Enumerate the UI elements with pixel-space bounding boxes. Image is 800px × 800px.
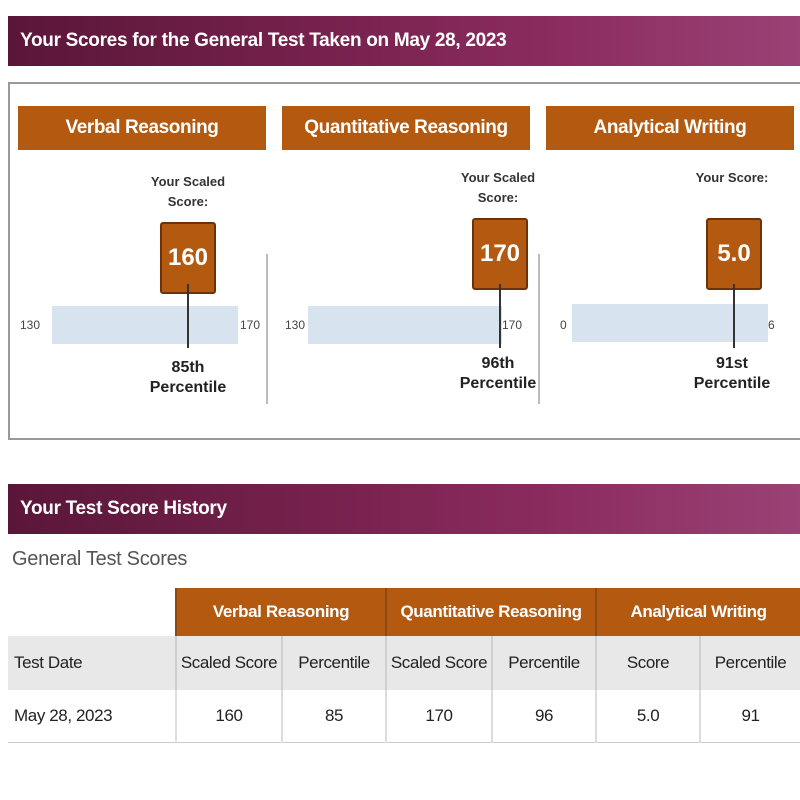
verbal-max: 170 xyxy=(240,318,261,332)
quant-title: Quantitative Reasoning xyxy=(304,117,508,138)
verbal-percentile-rank: 85th xyxy=(171,359,205,376)
cell-verbal-score: 160 xyxy=(175,690,282,743)
verbal-score-box: 160 xyxy=(160,222,216,294)
verbal-percentile: 85th Percentile xyxy=(138,358,238,398)
scores-banner: Your Scores for the General Test Taken o… xyxy=(8,16,800,66)
divider xyxy=(538,254,540,404)
column-header-writing-percentile: Percentile xyxy=(699,636,800,690)
cell-quant-percentile: 96 xyxy=(491,690,597,743)
cell-test-date: May 28, 2023 xyxy=(8,690,176,743)
quant-section: Quantitative Reasoning xyxy=(282,106,530,150)
column-header-test-date: Test Date xyxy=(8,636,176,690)
quant-score-box: 170 xyxy=(472,218,528,290)
table-row: May 28, 2023 160 85 170 96 5.0 91 xyxy=(8,690,800,743)
group-header-writing: Analytical Writing xyxy=(595,588,800,636)
writing-title: Analytical Writing xyxy=(593,117,747,138)
table-header-row: Test Date Scaled Score Percentile Scaled… xyxy=(8,636,800,690)
table-group-header-row: Verbal Reasoning Quantitative Reasoning … xyxy=(8,588,800,636)
verbal-range-bar xyxy=(52,306,238,344)
verbal-marker xyxy=(187,284,189,348)
quant-percentile-word: Percentile xyxy=(459,375,537,392)
quant-marker xyxy=(499,284,501,348)
quant-percentile: 96th Percentile xyxy=(448,354,548,394)
verbal-title: Verbal Reasoning xyxy=(65,117,219,138)
cell-writing-score: 5.0 xyxy=(595,690,701,743)
scores-banner-title: Your Scores for the General Test Taken o… xyxy=(20,30,507,51)
writing-header: Analytical Writing xyxy=(546,106,794,150)
group-header-verbal: Verbal Reasoning xyxy=(174,588,387,636)
writing-score-box: 5.0 xyxy=(706,218,762,290)
verbal-percentile-word: Percentile xyxy=(149,379,227,396)
verbal-score-label: Your Scaled Score: xyxy=(150,174,226,209)
writing-max: 6 xyxy=(768,318,775,332)
writing-score: 5.0 xyxy=(717,240,751,267)
writing-percentile-word: Percentile xyxy=(693,375,771,392)
writing-range-bar xyxy=(572,304,768,342)
history-banner-title: Your Test Score History xyxy=(20,498,227,519)
column-header-quant-score: Scaled Score xyxy=(385,636,493,690)
column-header-verbal-percentile: Percentile xyxy=(280,636,387,690)
verbal-header: Verbal Reasoning xyxy=(18,106,266,150)
column-header-verbal-score: Scaled Score xyxy=(175,636,282,690)
quant-score: 170 xyxy=(479,240,521,267)
column-header-writing-score: Score xyxy=(595,636,701,690)
writing-score-label: Your Score: xyxy=(695,170,769,185)
divider xyxy=(266,254,268,404)
quant-max: 170 xyxy=(502,318,523,332)
quant-range-bar xyxy=(308,306,502,344)
cell-verbal-percentile: 85 xyxy=(280,690,387,743)
history-banner: Your Test Score History xyxy=(8,484,800,534)
verbal-score: 160 xyxy=(167,244,209,271)
writing-min: 0 xyxy=(560,318,567,332)
score-history-table: Verbal Reasoning Quantitative Reasoning … xyxy=(8,588,800,743)
history-subtitle: General Test Scores xyxy=(12,548,188,570)
group-header-quant: Quantitative Reasoning xyxy=(385,588,597,636)
verbal-section: Verbal Reasoning xyxy=(18,106,266,150)
writing-marker xyxy=(733,284,735,348)
table-corner xyxy=(8,588,176,636)
scores-panel: Verbal Reasoning Your Scaled Score: 160 … xyxy=(8,82,800,440)
cell-writing-percentile: 91 xyxy=(699,690,800,743)
verbal-min: 130 xyxy=(20,318,41,332)
cell-quant-score: 170 xyxy=(385,690,493,743)
quant-min: 130 xyxy=(285,318,306,332)
writing-section: Analytical Writing xyxy=(546,106,794,150)
quant-percentile-rank: 96th xyxy=(481,355,515,372)
column-header-quant-percentile: Percentile xyxy=(491,636,597,690)
writing-percentile: 91st Percentile xyxy=(682,354,782,394)
quant-header: Quantitative Reasoning xyxy=(282,106,530,150)
quant-score-label: Your Scaled Score: xyxy=(460,170,536,205)
writing-percentile-rank: 91st xyxy=(715,355,749,372)
